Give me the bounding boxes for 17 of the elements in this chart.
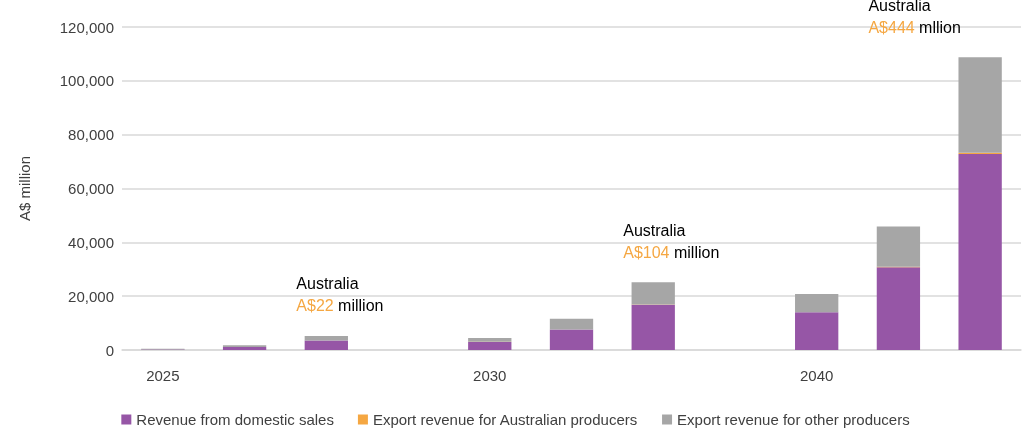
legend-label: Revenue from domestic sales <box>136 411 334 428</box>
y-tick-label: 60,000 <box>68 180 114 197</box>
x-tick-label: 2040 <box>799 367 834 384</box>
x-tick-label: 2025 <box>146 367 180 384</box>
y-tick-label: 20,000 <box>68 287 114 305</box>
y-tick-label: 40,000 <box>68 233 114 251</box>
annotation: Australia A$444 mllion <box>868 0 961 36</box>
legend-label: Export revenue for Australian producers <box>372 411 638 428</box>
y-tick-label: 80,000 <box>68 126 114 144</box>
y-axis-title: A$ million <box>16 155 33 222</box>
y-tick-label: 100,000 <box>59 72 114 90</box>
x-tick-label: 2030 <box>473 367 507 384</box>
legend-label: Export revenue for other producers <box>677 411 910 428</box>
y-tick-label: 120,000 <box>59 18 114 36</box>
annotation: Australia A$104 million <box>623 221 720 261</box>
y-tick-label: 0 <box>105 341 114 359</box>
annotation: Australia A$22 million <box>296 275 384 315</box>
